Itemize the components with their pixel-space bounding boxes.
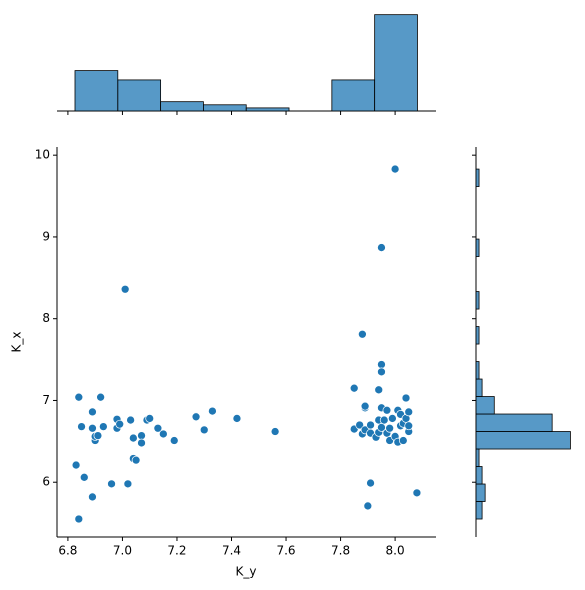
scatter-point xyxy=(388,414,397,423)
scatter-point xyxy=(128,433,138,443)
scatter-point xyxy=(145,414,155,423)
scatter-point xyxy=(71,460,81,470)
scatter-point xyxy=(412,488,422,498)
scatter-point xyxy=(123,479,133,489)
x-axis-label: K_y xyxy=(236,565,257,579)
right-histogram-bar xyxy=(475,168,480,187)
scatter-point xyxy=(366,478,375,488)
top-histogram-bar xyxy=(117,79,162,112)
scatter-point xyxy=(358,329,367,339)
scatter-point xyxy=(126,415,135,425)
right-histogram-bar xyxy=(475,431,571,450)
y-tick-label: 7 xyxy=(42,393,50,407)
scatter-point xyxy=(363,501,373,511)
right-histogram-bar xyxy=(475,501,483,520)
scatter-point xyxy=(377,243,386,252)
y-axis-label: K_x xyxy=(10,332,24,353)
right-histogram-bar xyxy=(475,466,483,485)
x-tick-label: 7.8 xyxy=(331,544,350,558)
scatter-point xyxy=(401,393,411,403)
scatter-point xyxy=(99,422,108,431)
y-tick-label: 8 xyxy=(42,311,50,325)
scatter-point xyxy=(88,423,97,433)
scatter-point xyxy=(355,420,365,430)
right-histogram-bar xyxy=(475,448,480,467)
scatter-point xyxy=(360,401,370,411)
scatter-point xyxy=(79,472,89,482)
top-histogram-bar xyxy=(203,104,247,112)
top-histogram-bar xyxy=(374,14,418,112)
x-tick-label: 7.2 xyxy=(167,544,186,558)
scatter-point xyxy=(131,455,141,465)
scatter-point xyxy=(404,421,414,431)
y-tick-label: 10 xyxy=(35,148,50,162)
scatter-point xyxy=(208,406,217,416)
scatter-point xyxy=(88,492,97,502)
x-tick-label: 7.6 xyxy=(276,544,295,558)
top-histogram-bar xyxy=(245,107,290,112)
right-histogram-bar xyxy=(475,396,495,415)
scatter-point xyxy=(398,436,408,445)
scatter-point xyxy=(374,385,384,395)
top-histogram-bar xyxy=(74,70,119,112)
scatter-point xyxy=(115,419,125,429)
right-histogram-bar xyxy=(475,291,480,310)
scatter-point xyxy=(191,412,201,422)
scatter-point xyxy=(158,429,168,439)
x-tick-label: 7.4 xyxy=(222,544,241,558)
top-histogram-bar xyxy=(331,79,376,112)
right-histogram-bar xyxy=(475,238,480,257)
scatter-point xyxy=(379,415,389,425)
scatter-point xyxy=(120,284,130,294)
scatter-point xyxy=(96,392,105,402)
scatter-point xyxy=(377,367,386,377)
scatter-point xyxy=(107,479,116,489)
scatter-point xyxy=(232,414,242,423)
scatter-point xyxy=(169,436,179,445)
top-histogram-bar xyxy=(160,101,204,112)
scatter-point xyxy=(93,431,103,440)
scatter-point xyxy=(137,431,146,440)
x-tick-label: 8.0 xyxy=(386,544,405,558)
right-histogram-bar xyxy=(475,361,480,380)
right-histogram-bar xyxy=(475,483,486,502)
y-tick-label: 6 xyxy=(42,475,50,489)
x-tick-label: 6.8 xyxy=(58,544,77,558)
scatter-point xyxy=(385,423,394,433)
scatter-point xyxy=(404,407,414,417)
scatter-point xyxy=(77,422,86,431)
scatter-point xyxy=(153,423,163,433)
scatter-point xyxy=(74,392,84,402)
y-tick-label: 9 xyxy=(42,229,50,243)
scatter-point xyxy=(88,407,97,417)
right-histogram-bar xyxy=(475,326,480,345)
right-histogram-bar xyxy=(475,378,483,397)
scatter-point xyxy=(366,420,375,430)
scatter-point xyxy=(137,438,146,448)
scatter-point xyxy=(199,425,209,435)
scatter-point xyxy=(382,405,392,415)
right-histogram-bar xyxy=(475,413,553,432)
scatter-point xyxy=(349,383,359,393)
scatter-point xyxy=(74,514,84,524)
scatter-point xyxy=(270,427,280,436)
scatter-point xyxy=(377,360,386,369)
x-tick-label: 7.0 xyxy=(113,544,132,558)
scatter-point xyxy=(390,164,400,174)
